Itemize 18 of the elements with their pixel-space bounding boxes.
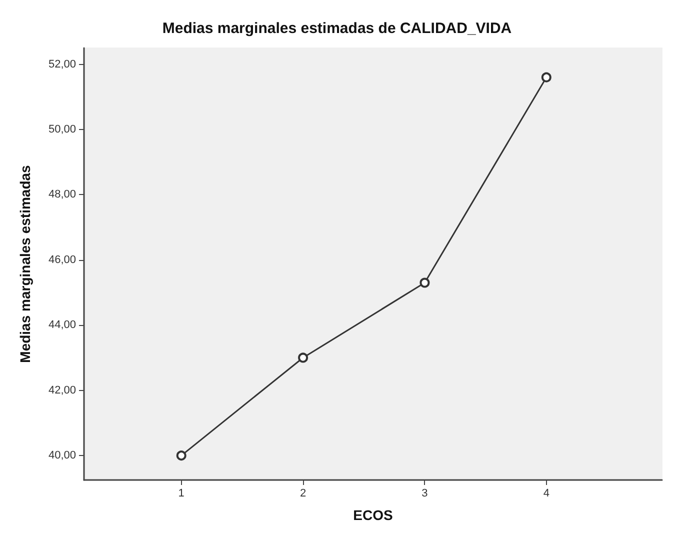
y-tick-label: 44,00 [48, 319, 76, 332]
y-tick-label: 46,00 [48, 254, 76, 266]
x-tick-label: 4 [543, 488, 550, 500]
point [176, 450, 186, 461]
x-axis-title: ECOS [353, 507, 393, 523]
x-tick-label: 3 [422, 488, 428, 500]
point [420, 278, 430, 288]
point [541, 72, 552, 82]
y-tick-label: 52,00 [48, 58, 76, 70]
x-tick-label: 1 [178, 488, 184, 500]
chart-title: Medias marginales estimadas de CALIDAD_VIDA [162, 20, 512, 37]
y-tick-label: 40,00 [48, 450, 76, 462]
point [298, 352, 308, 363]
y-tick-label: 48,00 [48, 188, 76, 201]
y-axis-title: Medias marginales estimadas [17, 164, 33, 363]
y-tick-label: 50,00 [48, 124, 76, 136]
x-tick-label: 2 [300, 488, 306, 500]
y-tick-label: 42,00 [48, 384, 76, 396]
